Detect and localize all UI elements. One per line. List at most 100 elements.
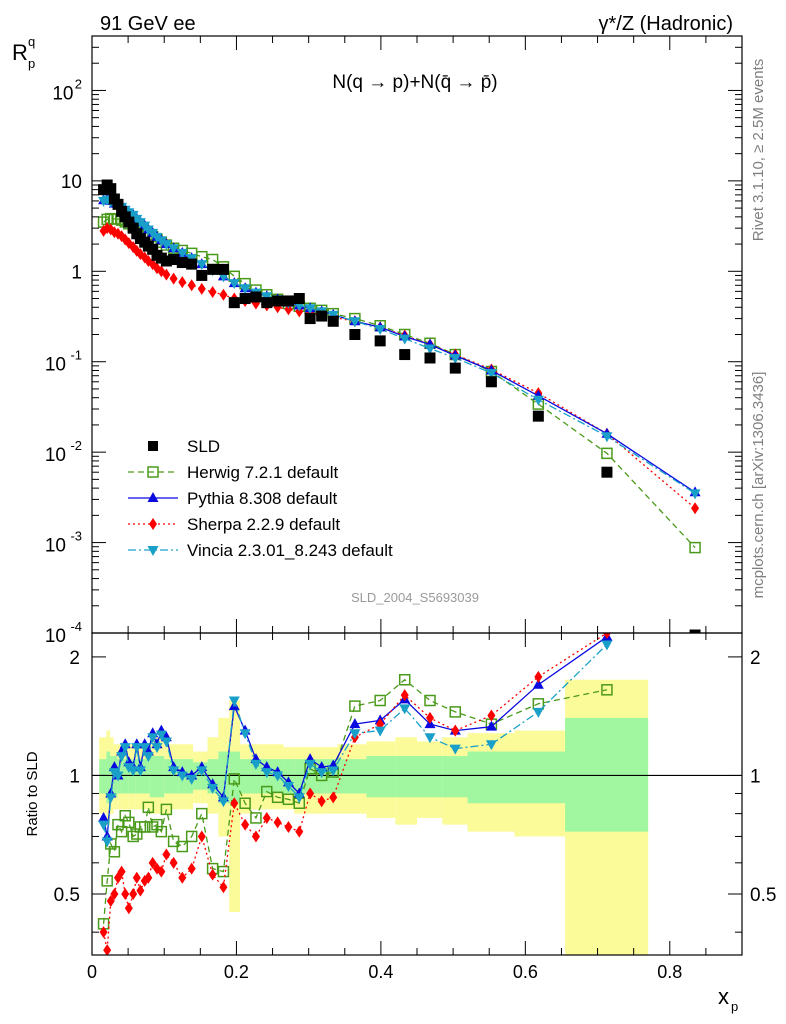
legend-marker xyxy=(147,466,159,478)
ratio-point xyxy=(534,670,543,683)
data-point xyxy=(147,243,159,255)
ratio-point xyxy=(116,752,128,763)
data-point xyxy=(449,353,461,364)
ratio-point xyxy=(250,812,262,824)
ratio-point xyxy=(106,894,115,907)
ratio-point xyxy=(284,820,293,833)
ratio-point xyxy=(485,740,497,751)
ratio-point xyxy=(424,733,436,744)
ratio-point xyxy=(349,700,361,712)
data-point xyxy=(689,541,701,554)
ratio-point xyxy=(155,730,167,741)
ratio-point xyxy=(271,791,284,804)
ratio-point xyxy=(178,871,187,884)
data-point xyxy=(601,447,613,460)
data-point xyxy=(160,255,172,267)
y-axis-label: R p q xyxy=(12,34,35,71)
data-point xyxy=(424,344,436,355)
ratio-point xyxy=(485,720,497,731)
ratio-point xyxy=(532,678,544,689)
ratio-point xyxy=(449,706,462,718)
x-tick-label: 0.8 xyxy=(657,962,682,982)
svg-text:10: 10 xyxy=(61,172,82,193)
ratio-point xyxy=(185,830,198,843)
y-axis-label-sub: p xyxy=(28,56,35,71)
ratio-point xyxy=(186,774,198,785)
ratio-point xyxy=(239,797,251,809)
ratio-y-tick-label-right: 1 xyxy=(750,766,761,787)
data-point xyxy=(155,236,167,247)
ratio-band-inner xyxy=(157,756,165,798)
ratio-band-inner xyxy=(207,759,219,794)
ratio-point xyxy=(398,673,411,686)
svg-text:10: 10 xyxy=(45,445,66,466)
ratio-point xyxy=(327,766,339,777)
legend-label: SLD xyxy=(187,437,220,456)
data-point xyxy=(399,334,411,345)
ratio-band-inner xyxy=(417,756,443,798)
ratio-y-tick-label-right: 2 xyxy=(750,648,761,669)
data-point xyxy=(168,244,180,255)
data-point xyxy=(239,284,251,295)
ratio-point xyxy=(187,862,196,875)
ratio-band-inner xyxy=(294,759,306,794)
ratio-series-herwig-7-2-1-default xyxy=(97,673,613,930)
ratio-point xyxy=(239,729,251,740)
ratio-series-layer xyxy=(97,633,613,955)
data-point xyxy=(176,248,188,259)
data-point xyxy=(374,335,386,347)
ratio-point xyxy=(119,743,131,754)
data-point xyxy=(178,276,187,289)
legend-entry-vincia-2-3-01-8-243-default: Vincia 2.3.01_8.243 default xyxy=(128,541,393,560)
ratio-point xyxy=(101,875,113,887)
ratio-point xyxy=(103,944,112,955)
ratio-point xyxy=(426,711,434,724)
ratio-point xyxy=(138,821,151,833)
ratio-point xyxy=(115,825,128,838)
ratio-band-inner xyxy=(128,759,136,794)
ratio-point xyxy=(487,709,496,722)
ratio-point xyxy=(151,743,163,754)
plot-title: N(q → p)+N(q̄ → p̄) xyxy=(332,72,497,93)
svg-text:10: 10 xyxy=(45,355,66,376)
ratio-point xyxy=(131,828,143,840)
legend-label: Vincia 2.3.01_8.243 default xyxy=(187,541,393,560)
data-point xyxy=(532,395,544,406)
svg-text:10: 10 xyxy=(52,83,73,104)
ratio-point xyxy=(228,773,241,785)
ratio-point xyxy=(349,718,361,729)
data-point xyxy=(691,502,700,515)
legend-label: Herwig 7.2.1 default xyxy=(187,463,338,482)
ratio-point xyxy=(273,816,282,829)
ratio-point xyxy=(451,724,460,737)
ratio-band-inner xyxy=(120,759,125,794)
data-point xyxy=(239,293,251,305)
svg-text:-2: -2 xyxy=(70,438,82,453)
legend-entry-sherpa-2-2-9-default: Sherpa 2.2.9 default xyxy=(128,515,340,534)
ratio-band-inner xyxy=(164,759,172,794)
ratio-point xyxy=(123,816,135,829)
ratio-point xyxy=(134,766,146,777)
data-point xyxy=(304,313,316,325)
ratio-point xyxy=(101,837,113,848)
y-axis-label-main: R xyxy=(12,40,28,65)
ratio-point xyxy=(399,704,411,715)
ratio-point xyxy=(169,856,178,869)
data-point xyxy=(132,244,141,257)
ratio-point xyxy=(601,640,613,651)
ratio-band-inner xyxy=(442,756,468,798)
y-tick-label: -1 10 xyxy=(45,348,82,376)
data-point xyxy=(316,310,328,322)
ratio-point xyxy=(424,694,436,707)
ratio-point xyxy=(374,694,386,707)
ratio-point xyxy=(282,793,295,806)
y-tick-label: 10 xyxy=(61,172,82,193)
data-point xyxy=(206,253,219,266)
ratio-y-tick-label-right: 0.5 xyxy=(750,885,776,906)
ratio-point xyxy=(105,793,117,804)
ratio-point xyxy=(241,818,250,831)
header-left-label: 91 GeV ee xyxy=(100,13,196,35)
ratio-point xyxy=(317,795,326,808)
